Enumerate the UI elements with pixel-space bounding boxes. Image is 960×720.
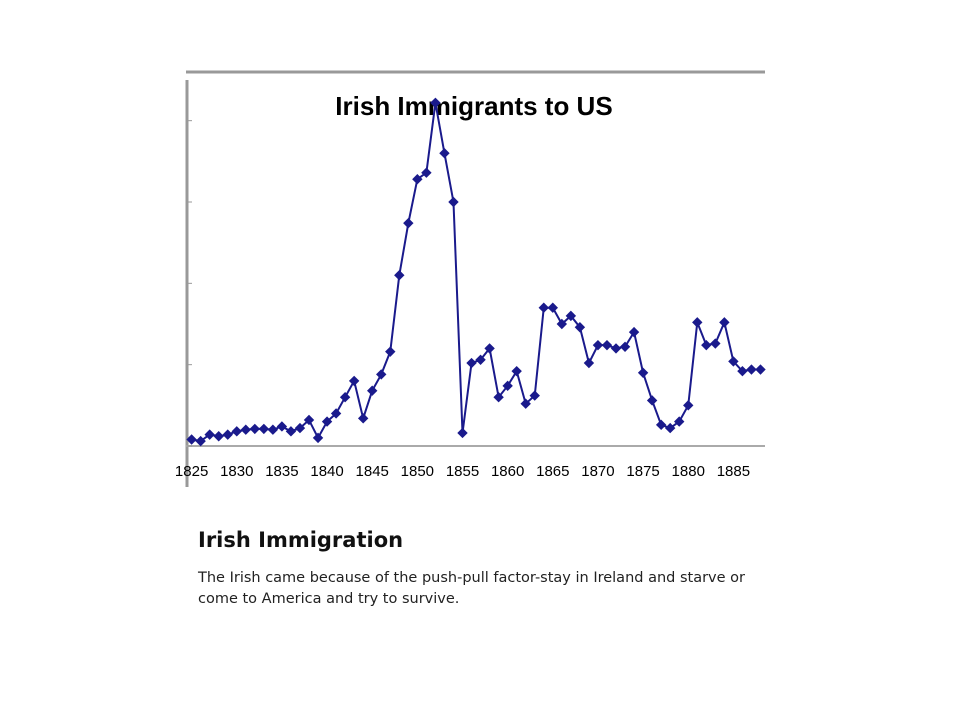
data-point-1825 <box>186 434 197 445</box>
x-tick-label-0: 1825 <box>175 463 208 480</box>
x-tick-label-10: 1875 <box>626 463 659 480</box>
data-point-1851 <box>421 167 432 178</box>
data-point-1843 <box>348 375 360 387</box>
data-point-1872 <box>610 343 622 354</box>
data-point-1826 <box>195 435 206 447</box>
data-point-1866 <box>556 318 568 330</box>
data-point-1835 <box>276 421 288 432</box>
series-line-0 <box>191 102 761 443</box>
series-layer <box>186 97 766 447</box>
data-point-1873 <box>619 341 631 352</box>
data-point-1882 <box>701 339 712 351</box>
x-tick-label-7: 1860 <box>491 463 524 480</box>
data-point-1841 <box>330 408 342 419</box>
data-point-1858 <box>484 343 495 354</box>
data-point-1834 <box>267 424 279 435</box>
data-point-1862 <box>520 398 531 409</box>
x-tick-label-3: 1840 <box>310 463 343 480</box>
data-point-1875 <box>637 367 649 378</box>
data-point-1852 <box>430 97 441 108</box>
data-point-1829 <box>222 429 233 440</box>
x-tick-label-5: 1850 <box>401 463 434 480</box>
x-tick-label-6: 1855 <box>446 463 479 480</box>
x-tick-label-8: 1865 <box>536 463 569 480</box>
x-tick-label-12: 1885 <box>717 463 750 480</box>
data-point-1830 <box>231 426 242 437</box>
data-point-1855 <box>457 427 468 439</box>
data-point-1837 <box>294 422 306 434</box>
data-point-1879 <box>674 416 685 427</box>
data-point-1881 <box>692 317 703 328</box>
data-point-1880 <box>683 400 694 411</box>
data-point-1886 <box>737 365 748 377</box>
data-point-1860 <box>502 380 513 392</box>
data-point-1888 <box>755 364 766 375</box>
data-point-1827 <box>204 429 215 440</box>
x-tick-label-4: 1845 <box>356 463 389 480</box>
data-point-1861 <box>511 365 522 377</box>
data-point-1867 <box>565 310 577 322</box>
x-ticks: 1825 1830 1835 1840 1845 1850 1855 1860 1865 1870… <box>175 463 750 480</box>
data-point-1842 <box>339 392 351 403</box>
data-point-1838 <box>303 414 315 426</box>
caption: Irish Immigration The Irish came because… <box>198 528 758 610</box>
data-point-1876 <box>646 395 658 406</box>
data-point-1887 <box>746 364 757 375</box>
data-point-1845 <box>367 385 378 396</box>
data-point-1836 <box>285 426 297 437</box>
x-tick-label-1: 1830 <box>220 463 253 480</box>
data-point-1839 <box>312 432 324 444</box>
data-point-1869 <box>583 357 595 369</box>
data-point-1863 <box>529 390 540 401</box>
data-point-1878 <box>664 422 676 434</box>
data-point-1828 <box>213 431 224 442</box>
x-tick-label-9: 1870 <box>581 463 614 480</box>
data-point-1885 <box>728 356 739 367</box>
data-point-1840 <box>321 416 333 427</box>
data-point-1870 <box>592 339 604 351</box>
data-point-1883 <box>710 338 721 349</box>
data-point-1856 <box>466 357 477 369</box>
data-point-1868 <box>574 322 586 333</box>
caption-body: The Irish came because of the push-pull … <box>198 570 745 607</box>
data-point-1848 <box>394 270 405 281</box>
caption-title: Irish Immigration <box>198 528 404 552</box>
data-point-1850 <box>412 174 423 185</box>
data-point-1849 <box>403 217 414 229</box>
data-point-1877 <box>655 419 667 431</box>
data-point-1864 <box>538 302 549 313</box>
data-point-1853 <box>439 148 450 159</box>
data-point-1871 <box>601 339 613 351</box>
chart-title: Irish Immigrants to US <box>335 91 612 121</box>
data-point-1884 <box>719 317 730 328</box>
data-point-1844 <box>357 413 369 424</box>
data-point-1857 <box>475 354 486 365</box>
data-point-1865 <box>547 302 559 313</box>
data-point-1874 <box>628 326 640 338</box>
data-point-1847 <box>385 346 396 357</box>
x-tick-label-2: 1835 <box>265 463 298 480</box>
data-point-1832 <box>249 423 261 435</box>
data-point-1859 <box>493 392 504 403</box>
data-point-1833 <box>258 423 270 435</box>
data-point-1854 <box>448 196 459 208</box>
data-point-1846 <box>376 369 387 380</box>
y-ticks <box>187 120 192 447</box>
x-tick-label-11: 1880 <box>672 463 705 480</box>
data-point-1831 <box>240 424 251 435</box>
